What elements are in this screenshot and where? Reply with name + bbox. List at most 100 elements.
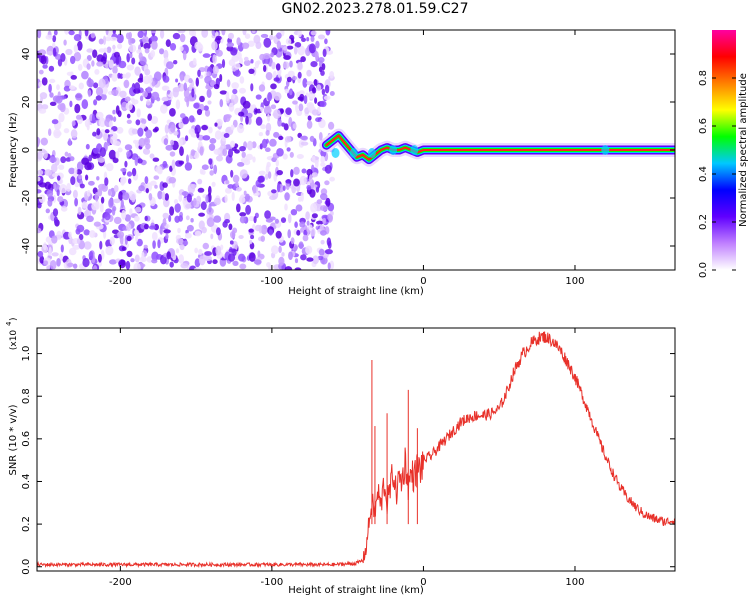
noise-blob xyxy=(284,88,290,94)
noise-blob xyxy=(85,143,90,150)
noise-blob xyxy=(198,248,203,256)
noise-blob xyxy=(58,112,65,123)
noise-blob xyxy=(75,114,82,120)
noise-blob xyxy=(64,30,69,35)
noise-blob xyxy=(104,129,110,134)
noise-blob xyxy=(285,107,292,115)
noise-blob xyxy=(185,135,189,142)
noise-blob xyxy=(326,237,332,247)
y-exponent: (x10 4 ) xyxy=(5,317,19,350)
noise-blob xyxy=(252,184,257,194)
noise-blob xyxy=(294,258,299,264)
noise-blob xyxy=(299,90,305,96)
noise-blob xyxy=(112,44,116,50)
noise-blob xyxy=(266,114,271,122)
noise-blob xyxy=(320,193,328,201)
noise-blob xyxy=(202,242,209,250)
noise-blob xyxy=(115,151,120,159)
noise-blob xyxy=(43,150,48,159)
noise-blob xyxy=(155,165,163,174)
noise-blob xyxy=(108,198,114,208)
y-tick-label: 0.4 xyxy=(21,474,32,490)
noise-blob xyxy=(124,73,130,79)
noise-blob xyxy=(130,258,135,263)
noise-blob xyxy=(126,64,135,71)
noise-blob xyxy=(173,199,179,205)
noise-blob xyxy=(245,115,249,125)
noise-blob xyxy=(96,176,100,181)
noise-blob xyxy=(224,144,233,150)
snr-line xyxy=(37,331,675,569)
noise-blob xyxy=(78,82,85,90)
noise-blob xyxy=(45,208,50,214)
noise-blob xyxy=(186,154,189,164)
noise-blob xyxy=(329,71,335,79)
noise-blob xyxy=(135,119,141,126)
noise-blob xyxy=(87,89,92,98)
noise-blob xyxy=(108,59,114,69)
noise-blob xyxy=(119,90,127,99)
noise-blob xyxy=(271,61,276,70)
noise-blob xyxy=(296,154,304,159)
noise-blob xyxy=(73,263,78,269)
noise-blob xyxy=(213,148,221,155)
noise-blob xyxy=(37,227,42,234)
noise-blob xyxy=(99,202,104,213)
noise-blob xyxy=(281,252,285,257)
noise-blob xyxy=(144,176,149,185)
noise-blob xyxy=(209,138,217,144)
noise-blob xyxy=(96,128,101,136)
noise-blob xyxy=(247,40,255,47)
noise-blob xyxy=(303,230,308,236)
noise-blob xyxy=(68,30,75,36)
noise-blob xyxy=(94,69,100,75)
noise-blob xyxy=(208,203,212,213)
noise-blob xyxy=(242,30,247,36)
y-axis: -40 -20 0 20 40 xyxy=(21,48,675,254)
noise-blob xyxy=(169,43,177,51)
noise-blob xyxy=(225,187,232,194)
cb-tick-label: 0.6 xyxy=(698,118,709,134)
noise-blob xyxy=(150,180,157,186)
noise-blob xyxy=(238,196,246,204)
noise-blob xyxy=(234,149,240,154)
noise-blob xyxy=(182,116,190,125)
noise-blob xyxy=(318,132,323,141)
noise-blob xyxy=(150,116,159,124)
y-axis-label-2: SNR (10 * v/v) xyxy=(8,404,19,475)
noise-blob xyxy=(129,52,133,59)
noise-blob xyxy=(49,92,54,98)
noise-blob xyxy=(302,234,309,242)
noise-blob xyxy=(91,60,95,67)
noise-blob xyxy=(123,79,130,89)
noise-blob xyxy=(293,166,300,175)
noise-blob xyxy=(148,193,153,201)
noise-blob xyxy=(189,84,193,92)
noise-blob xyxy=(297,62,303,70)
noise-blob xyxy=(172,32,181,40)
noise-blob xyxy=(300,56,306,63)
noise-blob xyxy=(231,82,239,90)
noise-blob xyxy=(171,159,176,170)
noise-blob xyxy=(192,57,197,66)
noise-blob xyxy=(315,117,322,123)
noise-blob xyxy=(265,122,272,133)
noise-blob xyxy=(167,90,170,95)
noise-blob xyxy=(284,136,292,143)
noise-blob xyxy=(180,113,186,119)
noise-blob xyxy=(258,84,266,92)
noise-blob xyxy=(290,169,294,178)
noise-blob xyxy=(265,129,270,136)
noise-blob xyxy=(275,159,279,167)
noise-blob xyxy=(308,224,313,231)
noise-blob xyxy=(292,123,297,129)
noise-blob xyxy=(276,170,284,176)
noise-blob xyxy=(179,243,185,251)
noise-blob xyxy=(282,61,290,69)
noise-blob xyxy=(306,220,310,226)
noise-blob xyxy=(186,193,192,203)
noise-blob xyxy=(86,190,91,197)
noise-blob xyxy=(184,162,193,171)
noise-blob xyxy=(83,241,92,250)
